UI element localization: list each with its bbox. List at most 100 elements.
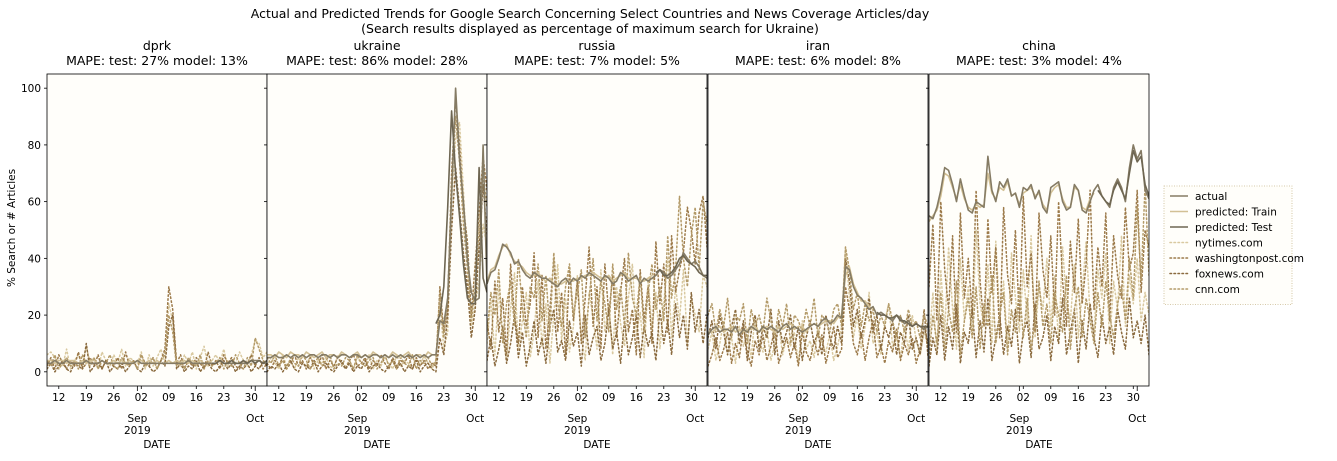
- suptitle-line1: Actual and Predicted Trends for Google S…: [251, 6, 930, 21]
- x-tick-label: 30: [245, 392, 258, 404]
- y-tick-label: 60: [28, 197, 41, 209]
- y-tick-label: 0: [34, 367, 41, 379]
- x-tick-label: 16: [630, 392, 644, 404]
- x-tick-label: 09: [1044, 392, 1057, 404]
- x-axis-label: DATE: [363, 439, 390, 451]
- x-month-label: Oct: [907, 413, 925, 425]
- series-group: [267, 87, 487, 373]
- series-line-actual: [708, 266, 928, 336]
- series-line-cnn-com: [929, 183, 1149, 359]
- x-month-label: Sep: [567, 413, 587, 425]
- legend-label: washingtonpost.com: [1195, 253, 1304, 265]
- series-line-washingtonpost-com: [487, 195, 707, 356]
- legend-label: predicted: Test: [1195, 222, 1272, 234]
- x-year-label: 2019: [785, 425, 812, 437]
- x-tick-label: 23: [1099, 392, 1112, 404]
- x-tick-label: 09: [162, 392, 175, 404]
- x-tick-label: 19: [741, 392, 754, 404]
- series-line-predicted-test: [435, 110, 487, 324]
- x-month-label: Oct: [246, 413, 264, 425]
- x-month-label: Sep: [788, 413, 808, 425]
- x-axis-label: DATE: [583, 439, 610, 451]
- x-tick-label: 12: [272, 392, 285, 404]
- x-tick-label: 09: [823, 392, 836, 404]
- x-year-label: 2019: [564, 425, 591, 437]
- series-line-washingtonpost-com: [929, 189, 1149, 339]
- series-line-nytimes-com: [708, 246, 928, 365]
- series-line-actual: [47, 359, 267, 365]
- series-group: [487, 195, 707, 367]
- x-tick-label: 16: [1072, 392, 1086, 404]
- series-line-predicted-test: [212, 359, 267, 365]
- series-line-cnn-com: [708, 246, 928, 345]
- y-axis-label: % Search or # Articles: [6, 169, 18, 287]
- x-month-label: Sep: [1009, 413, 1029, 425]
- x-tick-label: 30: [1127, 392, 1140, 404]
- panel-frame: [486, 73, 708, 387]
- x-month-label: Oct: [466, 413, 484, 425]
- panel-mape: MAPE: test: 7% model: 5%: [514, 53, 680, 68]
- legend-item-predicted-train: predicted: Train: [1170, 207, 1277, 219]
- y-tick-label: 100: [21, 83, 41, 95]
- panel-bg: [47, 74, 267, 386]
- x-tick-label: 30: [685, 392, 698, 404]
- panel-title: iran: [806, 38, 830, 53]
- x-tick-label: 12: [52, 392, 65, 404]
- panel-mape: MAPE: test: 6% model: 8%: [735, 53, 901, 68]
- x-tick-label: 19: [300, 392, 313, 404]
- x-axis-label: DATE: [804, 439, 831, 451]
- x-tick-label: 23: [657, 392, 670, 404]
- x-year-label: 2019: [124, 425, 151, 437]
- y-tick-label: 80: [28, 140, 41, 152]
- legend-label: nytimes.com: [1195, 238, 1263, 250]
- x-tick-label: 16: [190, 392, 204, 404]
- panel-title: ukraine: [353, 38, 400, 53]
- series-line-actual: [267, 87, 487, 359]
- series-line-predicted-test: [1097, 149, 1149, 206]
- series-line-nytimes-com: [487, 257, 707, 365]
- x-tick-label: 30: [906, 392, 919, 404]
- x-tick-label: 19: [962, 392, 975, 404]
- x-tick-label: 26: [107, 392, 121, 404]
- x-tick-label: 09: [382, 392, 395, 404]
- suptitle-line2: (Search results displayed as percentage …: [361, 21, 819, 36]
- x-month-label: Sep: [127, 413, 147, 425]
- x-tick-label: 02: [575, 392, 588, 404]
- panel-mape: MAPE: test: 86% model: 28%: [286, 53, 468, 68]
- x-year-label: 2019: [344, 425, 371, 437]
- x-tick-label: 02: [796, 392, 809, 404]
- x-tick-label: 23: [437, 392, 450, 404]
- legend-label: foxnews.com: [1195, 269, 1264, 281]
- x-month-label: Oct: [686, 413, 704, 425]
- x-tick-label: 12: [934, 392, 947, 404]
- panel-mape: MAPE: test: 3% model: 4%: [956, 53, 1122, 68]
- x-tick-label: 02: [1017, 392, 1030, 404]
- series-line-foxnews-com: [267, 166, 487, 373]
- x-tick-label: 12: [713, 392, 726, 404]
- x-tick-label: 26: [768, 392, 782, 404]
- x-month-label: Sep: [347, 413, 367, 425]
- x-axis-label: DATE: [143, 439, 170, 451]
- x-tick-label: 26: [547, 392, 561, 404]
- panel-frame: [928, 73, 1150, 387]
- series-line-nytimes-com: [267, 121, 487, 370]
- y-tick-label: 20: [28, 310, 41, 322]
- series-line-predicted-test: [876, 311, 928, 328]
- x-tick-label: 16: [410, 392, 424, 404]
- x-tick-label: 09: [602, 392, 615, 404]
- series-group: [708, 246, 928, 367]
- x-month-label: Oct: [1128, 413, 1146, 425]
- series-line-predicted-train: [47, 359, 213, 365]
- series-line-predicted-test: [655, 254, 707, 277]
- x-tick-label: 26: [327, 392, 341, 404]
- panel-frame: [707, 73, 929, 387]
- x-tick-label: 30: [465, 392, 478, 404]
- series-line-foxnews-com: [487, 291, 707, 367]
- legend-label: predicted: Train: [1195, 207, 1277, 219]
